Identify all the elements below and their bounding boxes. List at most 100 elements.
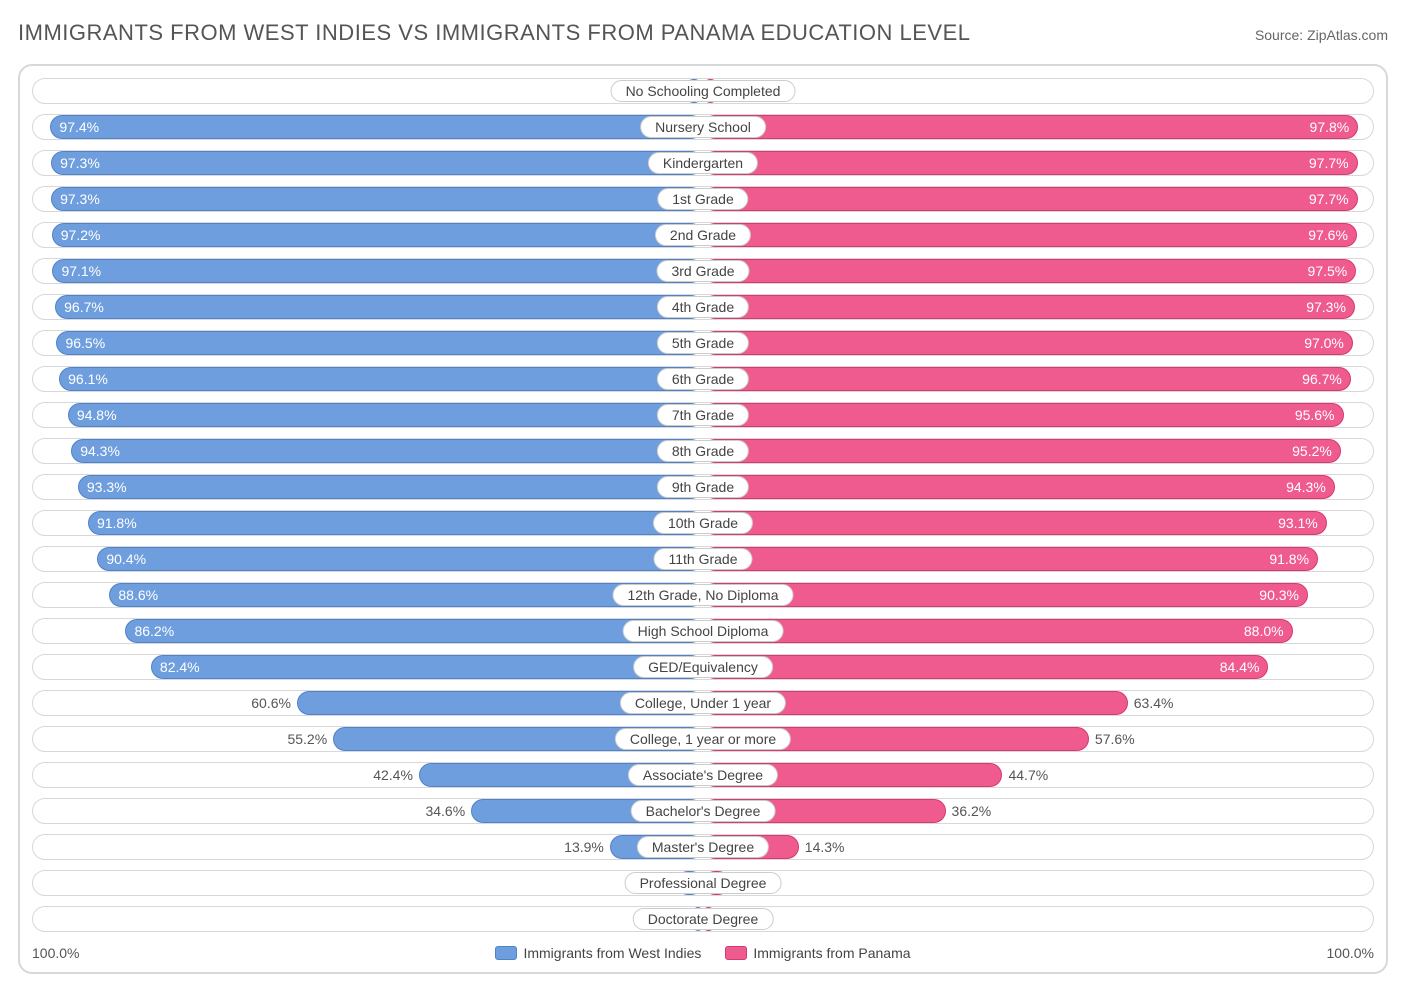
category-label: College, 1 year or more bbox=[615, 728, 791, 750]
category-label: Kindergarten bbox=[648, 152, 758, 174]
value-left: 97.3% bbox=[60, 155, 100, 171]
chart-row: 96.7%97.3%4th Grade bbox=[32, 294, 1374, 320]
value-left: 60.6% bbox=[251, 695, 297, 711]
value-right: 97.6% bbox=[1308, 227, 1348, 243]
chart-row: 94.3% 95.2% 8th Grade bbox=[32, 438, 1374, 464]
chart-title: IMMIGRANTS FROM WEST INDIES VS IMMIGRANT… bbox=[18, 20, 970, 46]
value-left: 91.8% bbox=[97, 515, 137, 531]
category-label: Master's Degree bbox=[637, 836, 769, 858]
value-left: 96.1% bbox=[68, 371, 108, 387]
bar-left: 97.3% bbox=[51, 187, 703, 211]
bar-right: 96.7% bbox=[703, 367, 1351, 391]
legend-swatch-right bbox=[725, 946, 747, 960]
category-label: 10th Grade bbox=[653, 512, 753, 534]
value-right: 14.3% bbox=[799, 839, 845, 855]
value-right: 97.3% bbox=[1306, 299, 1346, 315]
value-left: 97.1% bbox=[61, 263, 101, 279]
value-right: 95.6% bbox=[1295, 407, 1335, 423]
bar-right: 94.3% bbox=[703, 475, 1335, 499]
chart-row: 96.1% 96.7% 6th Grade bbox=[32, 366, 1374, 392]
value-right: 96.7% bbox=[1302, 371, 1342, 387]
legend-item-left: Immigrants from West Indies bbox=[495, 945, 701, 961]
value-left: 96.5% bbox=[65, 335, 105, 351]
legend-item-right: Immigrants from Panama bbox=[725, 945, 910, 961]
value-right: 95.2% bbox=[1292, 443, 1332, 459]
category-label: Associate's Degree bbox=[628, 764, 778, 786]
chart-row: 97.1% 97.5% 3rd Grade bbox=[32, 258, 1374, 284]
chart-row: 42.4% 44.7% Associate's Degree bbox=[32, 762, 1374, 788]
bar-left: 97.1% bbox=[52, 259, 703, 283]
value-right: 94.3% bbox=[1286, 479, 1326, 495]
bar-right: 95.2% bbox=[703, 439, 1341, 463]
bar-left: 90.4% bbox=[97, 547, 703, 571]
value-left: 86.2% bbox=[134, 623, 174, 639]
value-left: 94.8% bbox=[77, 407, 117, 423]
category-label: 8th Grade bbox=[657, 440, 749, 462]
value-right: 97.7% bbox=[1309, 191, 1349, 207]
value-left: 97.4% bbox=[59, 119, 99, 135]
axis-max-left: 100.0% bbox=[32, 945, 79, 961]
axis-max-right: 100.0% bbox=[1327, 945, 1374, 961]
category-label: 9th Grade bbox=[657, 476, 749, 498]
bar-left: 86.2% bbox=[125, 619, 703, 643]
bar-right: 90.3% bbox=[703, 583, 1308, 607]
value-left: 90.4% bbox=[106, 551, 146, 567]
chart-row: 97.3% 97.7% Kindergarten bbox=[32, 150, 1374, 176]
category-label: 2nd Grade bbox=[655, 224, 751, 246]
category-label: 3rd Grade bbox=[656, 260, 749, 282]
chart-row: 2.7%2.3%No Schooling Completed bbox=[32, 78, 1374, 104]
chart-row: 1.5%1.6%Doctorate Degree bbox=[32, 906, 1374, 932]
value-left: 82.4% bbox=[160, 659, 200, 675]
chart-row: 93.3%94.3%9th Grade bbox=[32, 474, 1374, 500]
bar-right: 97.0% bbox=[703, 331, 1353, 355]
chart-row: 96.5%97.0%5th Grade bbox=[32, 330, 1374, 356]
category-label: 6th Grade bbox=[657, 368, 749, 390]
bar-right: 93.1% bbox=[703, 511, 1327, 535]
value-left: 96.7% bbox=[64, 299, 104, 315]
bar-right: 97.3% bbox=[703, 295, 1355, 319]
legend-swatch-left bbox=[495, 946, 517, 960]
chart-container: 2.7%2.3%No Schooling Completed 97.4% 97.8%… bbox=[18, 64, 1388, 974]
value-left: 42.4% bbox=[373, 767, 419, 783]
legend-label-left: Immigrants from West Indies bbox=[523, 945, 701, 961]
value-left: 94.3% bbox=[80, 443, 120, 459]
header: IMMIGRANTS FROM WEST INDIES VS IMMIGRANT… bbox=[18, 20, 1388, 46]
value-left: 55.2% bbox=[287, 731, 333, 747]
value-left: 97.3% bbox=[60, 191, 100, 207]
category-label: 1st Grade bbox=[657, 188, 748, 210]
bar-left: 96.1% bbox=[59, 367, 703, 391]
category-label: Nursery School bbox=[640, 116, 766, 138]
bar-left: 82.4% bbox=[151, 655, 703, 679]
value-right: 97.8% bbox=[1310, 119, 1350, 135]
chart-row: 86.2%88.0%High School Diploma bbox=[32, 618, 1374, 644]
bar-right: 97.6% bbox=[703, 223, 1357, 247]
category-label: 11th Grade bbox=[653, 548, 752, 570]
chart-row: 88.6%90.3%12th Grade, No Diploma bbox=[32, 582, 1374, 608]
category-label: 7th Grade bbox=[657, 404, 749, 426]
bar-left: 94.3% bbox=[71, 439, 703, 463]
value-left: 13.9% bbox=[564, 839, 610, 855]
category-label: Professional Degree bbox=[625, 872, 782, 894]
chart-row: 97.4% 97.8% Nursery School bbox=[32, 114, 1374, 140]
value-right: 97.5% bbox=[1308, 263, 1348, 279]
bar-right: 97.7% bbox=[703, 151, 1358, 175]
chart-row: 97.2% 97.6% 2nd Grade bbox=[32, 222, 1374, 248]
bar-right: 84.4% bbox=[703, 655, 1268, 679]
bar-left: 97.2% bbox=[52, 223, 703, 247]
value-right: 44.7% bbox=[1002, 767, 1048, 783]
chart-row: 4.0%4.1%Professional Degree bbox=[32, 870, 1374, 896]
bar-left: 96.5% bbox=[56, 331, 703, 355]
bar-right: 97.5% bbox=[703, 259, 1356, 283]
chart-row: 60.6%63.4%College, Under 1 year bbox=[32, 690, 1374, 716]
category-label: GED/Equivalency bbox=[633, 656, 773, 678]
value-left: 34.6% bbox=[425, 803, 471, 819]
value-right: 97.7% bbox=[1309, 155, 1349, 171]
bar-left: 96.7% bbox=[55, 295, 703, 319]
value-right: 93.1% bbox=[1278, 515, 1318, 531]
legend-label-right: Immigrants from Panama bbox=[753, 945, 910, 961]
category-label: 12th Grade, No Diploma bbox=[613, 584, 794, 606]
bar-right: 91.8% bbox=[703, 547, 1318, 571]
value-right: 57.6% bbox=[1089, 731, 1135, 747]
bar-right: 97.7% bbox=[703, 187, 1358, 211]
value-right: 36.2% bbox=[946, 803, 992, 819]
